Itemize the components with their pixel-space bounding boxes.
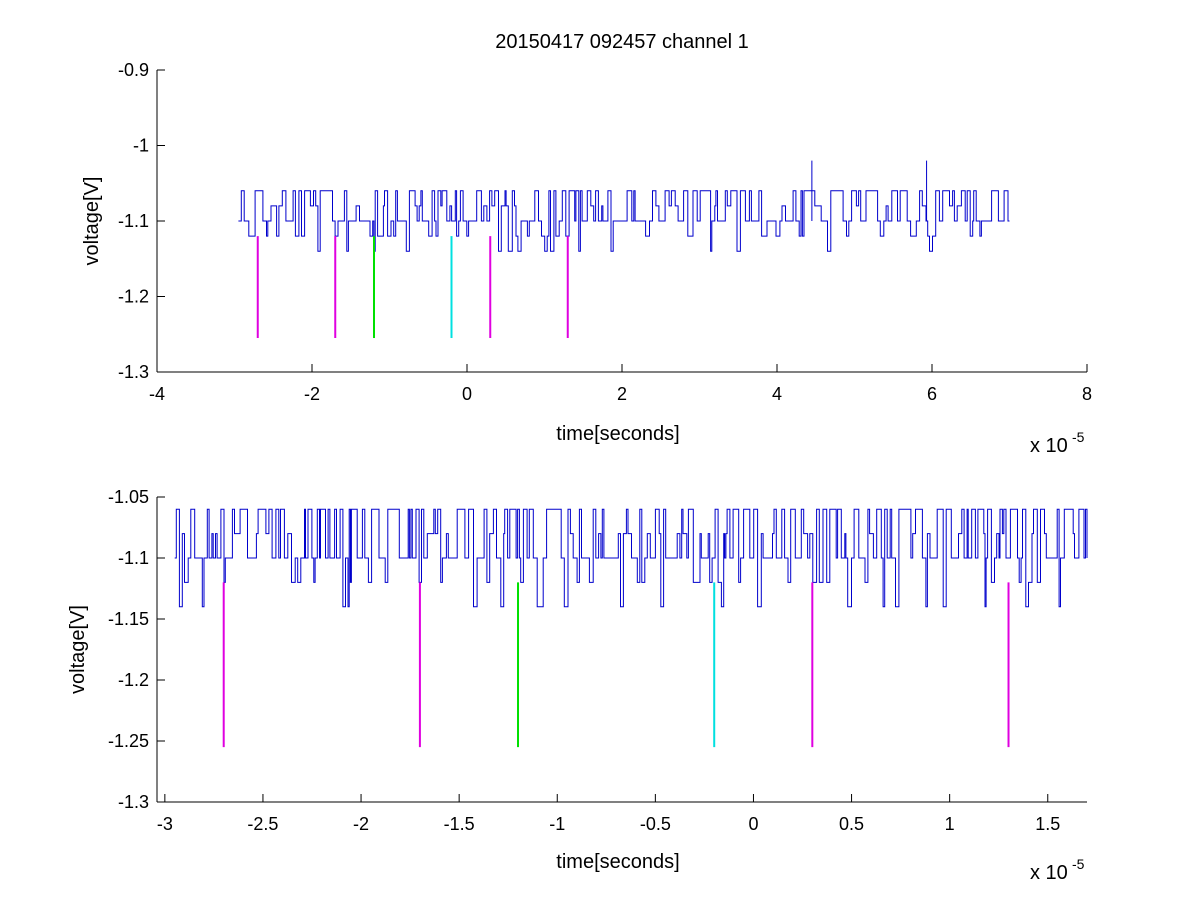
- bottom-plot: -3 -2.5 -2 -1.5 -1 -0.5 0 0.5 1 1.5 -1.3 -1.25 -1.2 -…: [67, 487, 1088, 884]
- y-tick-label: -1.05: [108, 487, 149, 507]
- x-tick-label: 1: [945, 814, 955, 834]
- x-axis-label: time[seconds]: [556, 423, 679, 445]
- x-exponent: -5: [1072, 856, 1085, 872]
- y-tick-label: -1.25: [108, 731, 149, 751]
- y-tick-label: -0.9: [118, 60, 149, 80]
- x-tick-label: -0.5: [640, 814, 671, 834]
- x-tick-label: 0: [462, 384, 472, 404]
- x-tick-label: 0: [748, 814, 758, 834]
- y-tick-label: -1.2: [118, 670, 149, 690]
- y-tick-label: -1.3: [118, 362, 149, 382]
- x-tick-label: 1.5: [1035, 814, 1060, 834]
- x-axis-label: time[seconds]: [556, 851, 679, 873]
- x-tick-label: 6: [927, 384, 937, 404]
- x-tick-label: 2: [617, 384, 627, 404]
- y-tick-label: -1.1: [118, 211, 149, 231]
- y-tick-label: -1.1: [118, 548, 149, 568]
- x-tick-label: -3: [157, 814, 173, 834]
- y-tick-label: -1: [133, 136, 149, 156]
- signal-trace: [238, 190, 1010, 252]
- chart-title: 20150417 092457 channel 1: [495, 31, 749, 53]
- y-axis-label: voltage[V]: [81, 177, 103, 266]
- y-tick-label: -1.2: [118, 287, 149, 307]
- x-tick-label: -1.5: [444, 814, 475, 834]
- x-tick-label: 4: [772, 384, 782, 404]
- y-tick-label: -1.3: [118, 792, 149, 812]
- x-tick-label: 8: [1082, 384, 1092, 404]
- top-plot: -4 -2 0 2 4 6 8 -1.3 -1.2 -1.1 -1 -0.9 time[seconds]…: [81, 60, 1092, 457]
- y-tick-label: -1.15: [108, 609, 149, 629]
- x-tick-label: 0.5: [839, 814, 864, 834]
- x-exponent: -5: [1072, 429, 1085, 445]
- x-tick-label: -2: [304, 384, 320, 404]
- x-exponent-label: x 10: [1030, 862, 1068, 884]
- x-tick-label: -1: [549, 814, 565, 834]
- x-exponent-label: x 10: [1030, 435, 1068, 457]
- x-tick-label: -2: [353, 814, 369, 834]
- x-tick-label: -2.5: [247, 814, 278, 834]
- y-axis-label: voltage[V]: [67, 605, 89, 694]
- x-tick-label: -4: [149, 384, 165, 404]
- signal-trace: [174, 508, 1088, 608]
